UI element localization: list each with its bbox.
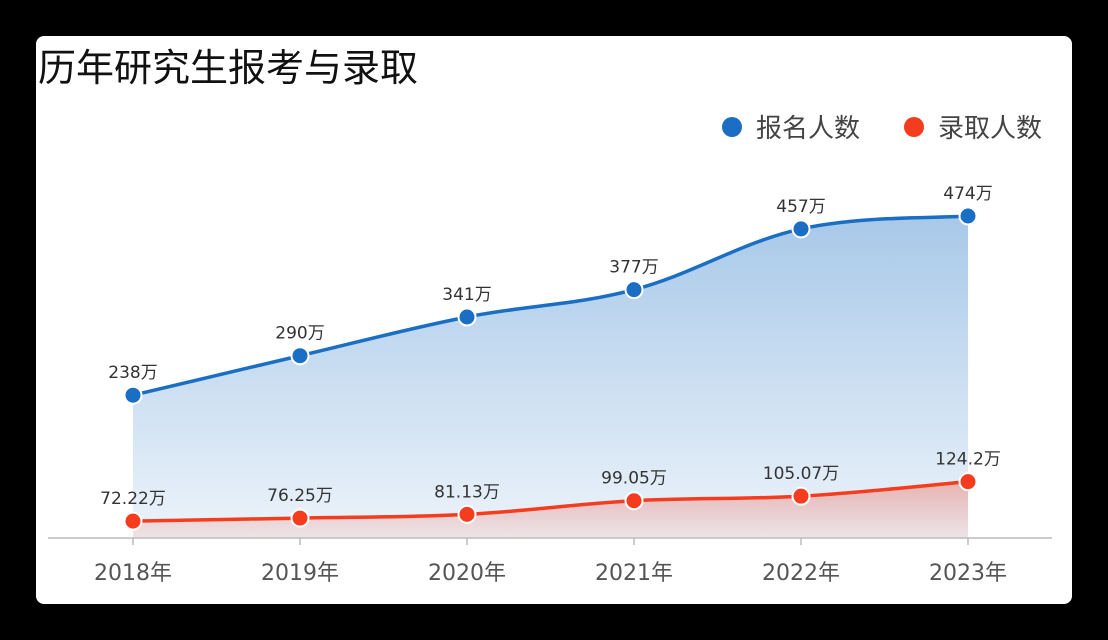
legend-label-applicants: 报名人数 xyxy=(755,114,860,144)
series-line-0 xyxy=(132,214,969,397)
data-label: 341万 xyxy=(442,285,491,305)
data-label: 105.07万 xyxy=(763,464,839,484)
x-tick-label: 2023年 xyxy=(929,561,1007,586)
data-label: 238万 xyxy=(108,363,157,383)
series-line-1 xyxy=(132,479,969,523)
data-point[interactable] xyxy=(791,219,811,239)
chart-card: 历年研究生报考与录取 报名人数 录取人数 2018年 2019年 2020年 2021… xyxy=(36,36,1072,604)
legend-marker-admitted xyxy=(903,116,924,137)
data-label: 124.2万 xyxy=(935,450,1001,470)
legend-item-applicants[interactable]: 报名人数 xyxy=(721,108,860,145)
data-point[interactable] xyxy=(624,491,644,511)
data-point[interactable] xyxy=(958,206,978,226)
data-point[interactable] xyxy=(791,486,811,506)
data-label: 474万 xyxy=(943,184,992,204)
data-point[interactable] xyxy=(290,508,310,528)
x-tick-label: 2021年 xyxy=(595,561,673,586)
data-point[interactable] xyxy=(123,385,143,405)
data-label: 290万 xyxy=(275,324,324,344)
chart-title: 历年研究生报考与录取 xyxy=(38,46,419,90)
data-label: 72.22万 xyxy=(100,489,166,509)
legend: 报名人数 录取人数 xyxy=(721,108,1042,145)
data-point[interactable] xyxy=(624,280,644,300)
data-point[interactable] xyxy=(457,307,477,327)
legend-item-admitted[interactable]: 录取人数 xyxy=(903,108,1042,145)
data-point[interactable] xyxy=(123,511,143,531)
x-tick-label: 2020年 xyxy=(428,561,506,586)
legend-marker-applicants xyxy=(721,116,742,137)
series-area-0 xyxy=(133,216,968,538)
x-tick-label: 2022年 xyxy=(762,561,840,586)
legend-label-admitted: 录取人数 xyxy=(937,114,1042,144)
data-label: 457万 xyxy=(776,197,825,217)
data-label: 76.25万 xyxy=(267,486,333,506)
plot-area: 2018年 2019年 2020年 2021年 2022年 2023年 238万 290万 3… xyxy=(48,184,1052,586)
data-point[interactable] xyxy=(290,346,310,366)
series-area-1 xyxy=(133,481,968,538)
x-tick-label: 2019年 xyxy=(261,561,339,586)
data-point[interactable] xyxy=(457,504,477,524)
data-point[interactable] xyxy=(958,472,978,492)
data-label: 99.05万 xyxy=(601,469,667,489)
x-tick-label: 2018年 xyxy=(94,561,172,586)
data-label: 377万 xyxy=(609,258,658,278)
data-label: 81.13万 xyxy=(434,482,500,502)
